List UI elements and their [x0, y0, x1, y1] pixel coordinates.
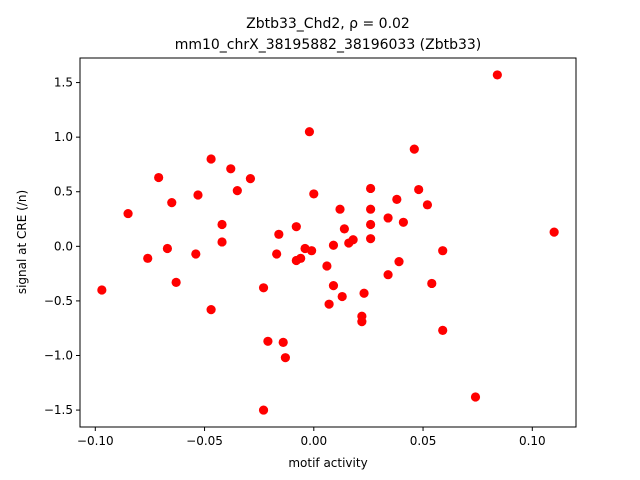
y-tick-label: 1.5	[54, 76, 73, 90]
scatter-point	[414, 184, 424, 195]
scatter-point	[280, 353, 290, 363]
scatter-point	[324, 299, 334, 309]
scatter-point	[154, 172, 164, 183]
scatter-point	[278, 337, 288, 347]
x-tick-label: −0.05	[186, 434, 223, 448]
y-tick-label: −0.5	[44, 294, 73, 308]
scatter-point	[359, 288, 369, 298]
data-points	[97, 70, 559, 415]
scatter-point	[232, 186, 242, 196]
scatter-point	[206, 154, 216, 164]
scatter-point	[438, 325, 448, 335]
plot-frame	[79, 57, 577, 428]
scatter-point	[291, 222, 301, 232]
scatter-point	[392, 194, 402, 204]
x-axis-label: motif activity	[288, 456, 367, 470]
scatter-point	[398, 217, 408, 227]
scatter-point	[328, 240, 339, 250]
scatter-point	[383, 270, 393, 280]
axis-ticks: −0.10 −0.05 0.00 0.05 0.10 −1.5 −1.0 −0.5 0.0 0.5…	[44, 76, 546, 448]
x-tick-label: −0.10	[77, 434, 114, 448]
scatter-point	[328, 281, 339, 291]
scatter-point	[123, 208, 133, 219]
scatter-point	[217, 219, 227, 230]
scatter-point	[206, 305, 216, 315]
scatter-point	[258, 283, 269, 293]
scatter-point	[217, 237, 227, 247]
scatter-point	[322, 261, 332, 271]
scatter-point	[162, 243, 173, 254]
scatter-point	[438, 246, 448, 256]
x-tick-label: 0.05	[410, 434, 437, 448]
scatter-point	[226, 164, 236, 174]
y-tick-label: 1.0	[54, 130, 73, 144]
scatter-point	[307, 246, 317, 256]
scatter-point	[394, 257, 404, 267]
chart-title-line2: mm10_chrX_38195882_38196033 (Zbtb33)	[175, 37, 482, 53]
scatter-point	[339, 224, 349, 234]
scatter-point	[366, 183, 376, 194]
scatter-point	[97, 285, 107, 295]
y-axis-label: signal at CRE (/n)	[15, 190, 29, 294]
scatter-point	[274, 229, 284, 239]
scatter-point	[296, 253, 306, 263]
scatter-point	[549, 227, 559, 237]
y-tick-label: −1.5	[44, 403, 73, 417]
scatter-point	[193, 190, 203, 200]
y-tick-label: 0.5	[54, 185, 73, 199]
chart-title-line1: Zbtb33_Chd2, ρ = 0.02	[246, 16, 410, 32]
scatter-point	[272, 249, 282, 259]
scatter-point	[366, 234, 376, 244]
scatter-point	[357, 317, 367, 327]
scatter-point	[383, 213, 393, 223]
scatter-point	[366, 204, 376, 214]
y-tick-label: 0.0	[54, 239, 73, 253]
scatter-point	[263, 336, 273, 346]
scatter-point	[258, 405, 269, 415]
x-tick-label: 0.00	[300, 434, 327, 448]
y-tick-label: −1.0	[44, 348, 73, 362]
scatter-point	[167, 198, 177, 208]
scatter-point	[470, 392, 481, 402]
scatter-point	[337, 291, 347, 302]
scatter-point	[309, 189, 319, 199]
scatter-point	[335, 204, 345, 214]
scatter-point	[492, 70, 502, 80]
scatter-point	[366, 219, 376, 230]
scatter-point	[348, 235, 358, 245]
scatter-point	[427, 278, 437, 289]
scatter-point	[409, 144, 419, 154]
scatter-point	[245, 174, 256, 184]
scatter-point	[143, 253, 153, 263]
scatter-point	[304, 127, 315, 137]
scatter-point	[191, 249, 201, 259]
scatter-point	[422, 200, 433, 210]
scatter-point	[171, 277, 181, 287]
x-tick-label: 0.10	[519, 434, 546, 448]
